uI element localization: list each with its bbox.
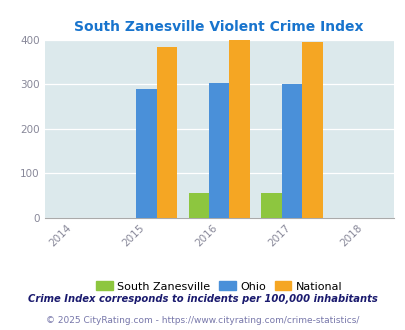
Text: Crime Index corresponds to incidents per 100,000 inhabitants: Crime Index corresponds to incidents per…	[28, 294, 377, 304]
Text: © 2025 CityRating.com - https://www.cityrating.com/crime-statistics/: © 2025 CityRating.com - https://www.city…	[46, 316, 359, 325]
Bar	[156, 47, 177, 218]
Legend: South Zanesville, Ohio, National: South Zanesville, Ohio, National	[91, 277, 346, 296]
Bar	[136, 89, 156, 218]
Bar	[209, 83, 229, 218]
Bar	[281, 84, 301, 218]
Bar	[229, 41, 249, 218]
Bar	[261, 193, 281, 218]
Bar	[188, 193, 209, 218]
Bar	[301, 42, 322, 218]
Title: South Zanesville Violent Crime Index: South Zanesville Violent Crime Index	[74, 20, 363, 34]
